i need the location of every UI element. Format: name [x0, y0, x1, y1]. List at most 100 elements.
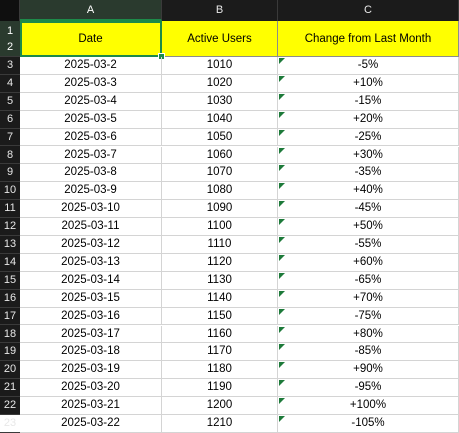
users-cell[interactable]: 1090: [162, 200, 278, 219]
date-cell[interactable]: 2025-03-10: [20, 200, 162, 219]
number-as-text-warning-icon[interactable]: [279, 237, 285, 243]
number-as-text-warning-icon[interactable]: [279, 416, 285, 422]
row-header-19[interactable]: 19: [0, 343, 20, 362]
number-as-text-warning-icon[interactable]: [279, 290, 285, 297]
change-cell[interactable]: -35%: [278, 164, 459, 183]
date-cell[interactable]: 2025-03-22: [20, 415, 162, 433]
row-header-22[interactable]: 22: [0, 397, 20, 415]
change-cell[interactable]: +20%: [278, 110, 459, 129]
row-header-8[interactable]: 8: [0, 147, 20, 165]
change-cell[interactable]: +60%: [278, 253, 459, 272]
column-header-b[interactable]: B: [162, 0, 278, 21]
number-as-text-warning-icon[interactable]: [279, 380, 285, 387]
users-cell[interactable]: 1180: [162, 361, 278, 380]
header-cell-change[interactable]: Change from Last Month: [278, 21, 459, 57]
date-cell[interactable]: 2025-03-8: [20, 164, 162, 183]
row-header-21[interactable]: 21: [0, 379, 20, 398]
change-cell[interactable]: +10%: [278, 74, 459, 93]
change-cell[interactable]: -15%: [278, 92, 459, 111]
row-header-4[interactable]: 4: [0, 75, 20, 93]
date-cell[interactable]: 2025-03-6: [20, 128, 162, 147]
number-as-text-warning-icon[interactable]: [279, 219, 285, 226]
users-cell[interactable]: 1030: [162, 92, 278, 111]
users-cell[interactable]: 1060: [162, 146, 278, 165]
users-cell[interactable]: 1010: [162, 57, 278, 75]
users-cell[interactable]: 1080: [162, 182, 278, 201]
number-as-text-warning-icon[interactable]: [279, 362, 285, 369]
number-as-text-warning-icon[interactable]: [279, 254, 285, 261]
row-header-18[interactable]: 18: [0, 326, 20, 344]
users-cell[interactable]: 1200: [162, 397, 278, 415]
header-cell-active-users[interactable]: Active Users: [162, 21, 278, 57]
number-as-text-warning-icon[interactable]: [279, 272, 285, 279]
date-cell[interactable]: 2025-03-3: [20, 74, 162, 93]
date-cell[interactable]: 2025-03-7: [20, 146, 162, 165]
number-as-text-warning-icon[interactable]: [279, 129, 285, 136]
users-cell[interactable]: 1160: [162, 325, 278, 344]
change-cell[interactable]: -25%: [278, 128, 459, 147]
number-as-text-warning-icon[interactable]: [279, 111, 285, 118]
users-cell[interactable]: 1170: [162, 343, 278, 362]
column-header-a[interactable]: A: [20, 0, 162, 21]
number-as-text-warning-icon[interactable]: [279, 308, 285, 315]
date-cell[interactable]: 2025-03-12: [20, 236, 162, 254]
row-header-2[interactable]: 2: [0, 39, 20, 57]
row-header-3[interactable]: 3: [0, 57, 20, 75]
date-cell[interactable]: 2025-03-17: [20, 325, 162, 344]
change-cell[interactable]: -5%: [278, 57, 459, 75]
number-as-text-warning-icon[interactable]: [279, 93, 285, 100]
date-cell[interactable]: 2025-03-5: [20, 110, 162, 129]
date-cell[interactable]: 2025-03-4: [20, 92, 162, 111]
date-cell[interactable]: 2025-03-14: [20, 271, 162, 290]
row-header-7[interactable]: 7: [0, 129, 20, 147]
number-as-text-warning-icon[interactable]: [279, 58, 285, 64]
row-header-11[interactable]: 11: [0, 200, 20, 219]
users-cell[interactable]: 1120: [162, 253, 278, 272]
row-header-20[interactable]: 20: [0, 361, 20, 380]
date-cell[interactable]: 2025-03-18: [20, 343, 162, 362]
number-as-text-warning-icon[interactable]: [279, 147, 285, 154]
number-as-text-warning-icon[interactable]: [279, 201, 285, 208]
number-as-text-warning-icon[interactable]: [279, 398, 285, 405]
number-as-text-warning-icon[interactable]: [279, 165, 285, 172]
change-cell[interactable]: -65%: [278, 271, 459, 290]
users-cell[interactable]: 1110: [162, 236, 278, 254]
users-cell[interactable]: 1020: [162, 74, 278, 93]
number-as-text-warning-icon[interactable]: [279, 344, 285, 351]
date-cell[interactable]: 2025-03-21: [20, 397, 162, 415]
users-cell[interactable]: 1150: [162, 307, 278, 326]
change-cell[interactable]: +80%: [278, 325, 459, 344]
column-header-c[interactable]: C: [278, 0, 459, 21]
date-cell[interactable]: 2025-03-13: [20, 253, 162, 272]
number-as-text-warning-icon[interactable]: [279, 75, 285, 82]
change-cell[interactable]: +90%: [278, 361, 459, 380]
users-cell[interactable]: 1130: [162, 271, 278, 290]
date-cell[interactable]: 2025-03-16: [20, 307, 162, 326]
date-cell[interactable]: 2025-03-20: [20, 379, 162, 398]
change-cell[interactable]: +70%: [278, 289, 459, 308]
row-header-14[interactable]: 14: [0, 254, 20, 272]
change-cell[interactable]: -45%: [278, 200, 459, 219]
change-cell[interactable]: +50%: [278, 218, 459, 236]
row-header-13[interactable]: 13: [0, 236, 20, 254]
row-header-15[interactable]: 15: [0, 272, 20, 290]
row-header-12[interactable]: 12: [0, 218, 20, 236]
users-cell[interactable]: 1050: [162, 128, 278, 147]
select-all-corner[interactable]: [0, 0, 20, 21]
row-header-6[interactable]: 6: [0, 111, 20, 129]
number-as-text-warning-icon[interactable]: [279, 183, 285, 190]
row-header-10[interactable]: 10: [0, 182, 20, 201]
change-cell[interactable]: +40%: [278, 182, 459, 201]
header-cell-date[interactable]: Date: [20, 21, 162, 57]
users-cell[interactable]: 1190: [162, 379, 278, 398]
change-cell[interactable]: -95%: [278, 379, 459, 398]
change-cell[interactable]: -75%: [278, 307, 459, 326]
change-cell[interactable]: -85%: [278, 343, 459, 362]
row-header-5[interactable]: 5: [0, 93, 20, 111]
date-cell[interactable]: 2025-03-11: [20, 218, 162, 236]
users-cell[interactable]: 1040: [162, 110, 278, 129]
change-cell[interactable]: -55%: [278, 236, 459, 254]
date-cell[interactable]: 2025-03-15: [20, 289, 162, 308]
users-cell[interactable]: 1100: [162, 218, 278, 236]
number-as-text-warning-icon[interactable]: [279, 326, 285, 333]
